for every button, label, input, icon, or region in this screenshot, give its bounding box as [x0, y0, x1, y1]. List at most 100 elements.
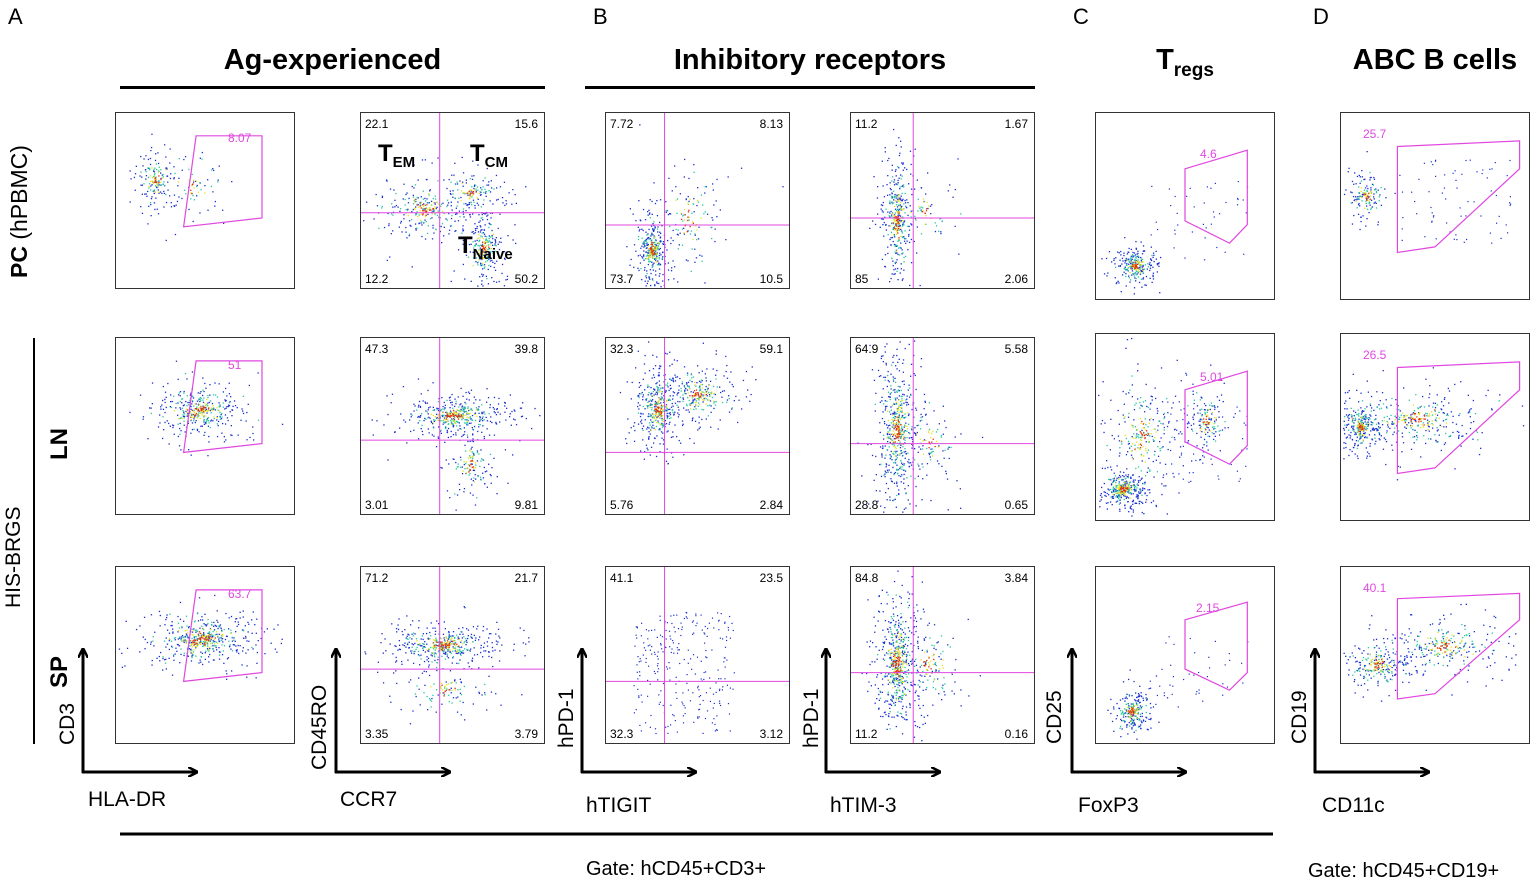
quadrant-lr: 9.81 — [514, 498, 538, 512]
axis-label-cd45ro: CD45RO — [308, 684, 331, 770]
quadrant-ur: 23.5 — [759, 571, 783, 585]
plot-abc-pc: 10⁹10⁸10⁷10⁶0010⁶10⁷10⁸10⁹25.7 — [1340, 112, 1530, 300]
panel-letter-d: D — [1313, 4, 1329, 29]
plot-treg-ln: 10⁹10⁸10⁷10⁶0010⁶10⁷10⁸10⁹5.01 — [1095, 333, 1275, 521]
gate-note-cd3: Gate: hCD45+CD3+ — [586, 858, 767, 880]
quadrant-ur: 39.8 — [514, 342, 538, 356]
gate-note-cd19: Gate: hCD45+CD19+ — [1308, 860, 1500, 882]
header-rule-ag — [120, 86, 545, 89]
density-layer-3 — [1128, 707, 1135, 717]
quadrant-ur: 3.84 — [1004, 571, 1028, 585]
quadrant-ul: 7.72 — [610, 117, 634, 131]
quadrant-ll: 3.35 — [365, 727, 389, 741]
plot-ccr7-sp: 10³10²10¹0010¹10²10³71.2 21.7 3.35 3.79 — [360, 566, 545, 744]
axis-label-ccr7: CCR7 — [340, 788, 398, 811]
density-layer-0 — [371, 378, 541, 511]
quadrant-lr: 0.65 — [1004, 498, 1028, 512]
quadrant-lr: 3.12 — [759, 727, 783, 741]
plot-canvas: 10⁹10⁸10⁷10⁶0010⁶10⁷10⁸10⁹ — [1107, 601, 1249, 740]
plot-hla-dr-ln: 10⁹10⁸10⁷10⁶0010⁶10⁷10⁸10⁹51 — [115, 337, 295, 515]
gate-polygon — [1396, 592, 1521, 700]
plot-canvas: 10³10²10¹0010¹10²10³ — [851, 113, 1034, 288]
plot-canvas: 10⁹10⁸10⁷10⁶0010⁶10⁷10⁸10⁹ — [1343, 140, 1521, 254]
density-layer-3 — [649, 209, 694, 256]
plot-canvas: 10³10²10¹0010¹10²10³ — [851, 567, 1034, 743]
density-layer-0 — [129, 360, 284, 457]
quadrant-lr: 2.06 — [1004, 272, 1028, 286]
axis-label-hpd1-2: hPD-1 — [800, 688, 823, 748]
gate-polygon — [1396, 361, 1521, 475]
sparse-events — [633, 611, 735, 735]
plot-canvas: 10⁹10⁸10⁷10⁶0010⁶10⁷10⁸10⁹ — [1101, 149, 1249, 295]
sparse-events — [1149, 401, 1248, 483]
density-layer-0 — [1101, 237, 1162, 295]
plot-hla-dr-pc: 10⁹10⁸10⁷10⁶0010⁶10⁷10⁸10⁹8.07 — [115, 112, 295, 289]
plot-canvas: 10⁹10⁸10⁷10⁶0010⁶10⁷10⁸10⁹ — [129, 133, 263, 242]
pop-label-tem: TEM — [378, 140, 415, 171]
plot-canvas: 10³10²10¹0010¹10²10³ — [361, 567, 544, 743]
quadrant-ur: 5.58 — [1004, 342, 1028, 356]
density-layer-0 — [118, 594, 283, 680]
quadrant-ll: 11.2 — [855, 727, 878, 741]
density-layer-2 — [889, 194, 932, 252]
plot-canvas: 10³10²10¹0010¹10²10³ — [851, 338, 1034, 514]
plot-tim3-sp: 10³10²10¹0010¹10²10³84.8 3.84 11.2 0.16 — [850, 566, 1035, 744]
header-tregs: Tregs — [1110, 44, 1260, 82]
pop-tnaive-main: T — [458, 232, 473, 259]
quadrant-ul: 11.2 — [855, 117, 878, 131]
density-layer-3 — [1119, 415, 1210, 493]
quadrant-ul: 64.9 — [855, 342, 879, 356]
axis-label-cd25: CD25 — [1043, 690, 1066, 744]
gate-percentage: 63.7 — [228, 587, 252, 601]
plot-canvas: 10³10²10¹0010¹10²10³ — [361, 113, 544, 288]
panel-letter-a: A — [8, 4, 23, 29]
density-layer-2 — [1355, 187, 1373, 209]
plot-tigit-pc: 10³10²10¹0010¹10²10³7.72 8.13 73.7 10.5 — [605, 112, 790, 289]
density-layer-1 — [140, 158, 219, 204]
quadrant-ul: 47.3 — [365, 342, 389, 356]
quadrant-ll: 3.01 — [365, 498, 389, 512]
axis-label-htigit: hTIGIT — [586, 794, 652, 817]
plot-tim3-pc: 10³10²10¹0010¹10²10³11.2 1.67 85 2.06 — [850, 112, 1035, 289]
quadrant-ul: 71.2 — [365, 571, 389, 585]
density-layer-2 — [148, 167, 206, 195]
density-layer-0 — [363, 156, 527, 287]
plot-hla-dr-sp: 10⁹10⁸10⁷10⁶0010⁶10⁷10⁸10⁹63.7 — [115, 566, 295, 744]
quadrant-lr: 50.2 — [514, 272, 538, 286]
plot-tigit-sp: 10³10²10¹0010¹10²10³41.1 23.5 32.3 3.12 — [605, 566, 790, 744]
gate-percentage: 5.01 — [1200, 370, 1224, 384]
quadrant-lr: 0.16 — [1004, 727, 1028, 741]
axis-label-foxp3: FoxP3 — [1078, 794, 1139, 817]
density-layer-1 — [1350, 171, 1382, 210]
density-layer-3 — [1374, 639, 1457, 669]
sparse-events — [1149, 636, 1249, 708]
panel-letter-b: B — [593, 4, 608, 29]
density-layer-3 — [1131, 261, 1139, 269]
header-abc: ABC B cells — [1352, 44, 1518, 76]
density-layer-3 — [187, 406, 210, 417]
density-layer-3 — [416, 190, 490, 254]
plot-canvas: 10³10²10¹0010¹10²10³ — [606, 567, 789, 743]
density-layer-2 — [887, 632, 944, 701]
gate-percentage: 26.5 — [1363, 348, 1387, 362]
gate-percentage: 8.07 — [228, 131, 252, 145]
plot-canvas: 10⁹10⁸10⁷10⁶0010⁶10⁷10⁸10⁹ — [1343, 592, 1521, 702]
quadrant-ll: 28.8 — [855, 498, 879, 512]
density-layer-1 — [1115, 254, 1153, 281]
quadrant-ur: 59.1 — [759, 342, 783, 356]
quadrant-ll: 5.76 — [610, 498, 634, 512]
density-layer-3 — [183, 631, 216, 646]
panel-letter-c: C — [1073, 4, 1089, 29]
density-layer-0 — [364, 606, 530, 725]
header-ag-experienced: Ag-experienced — [223, 44, 442, 76]
axis-label-cd11c: CD11c — [1322, 794, 1385, 817]
gate-polygon — [182, 589, 263, 683]
density-layer-3 — [892, 208, 928, 239]
header-rule-inhibitory — [585, 86, 1035, 89]
plot-canvas: 10⁹10⁸10⁷10⁶0010⁶10⁷10⁸10⁹ — [1343, 361, 1525, 481]
gate-percentage: 25.7 — [1363, 127, 1387, 141]
pop-tnaive-sub: Naive — [472, 245, 513, 263]
quadrant-ll: 12.2 — [365, 272, 389, 286]
density-layer-3 — [654, 389, 707, 418]
